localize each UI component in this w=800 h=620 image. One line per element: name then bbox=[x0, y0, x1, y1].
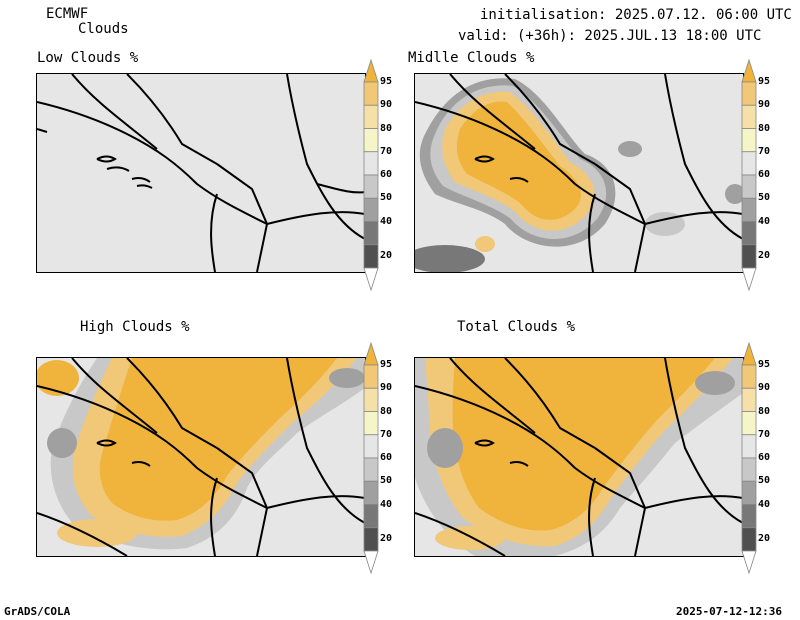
colorbar-segment bbox=[741, 527, 757, 552]
colorbar-level-label: 60 bbox=[380, 169, 393, 180]
colorbar-segment bbox=[363, 457, 379, 482]
colorbar-segment bbox=[363, 58, 379, 83]
footer-right: 2025-07-12-12:36 bbox=[676, 605, 782, 618]
colorbar-level-label: 20 bbox=[758, 250, 771, 262]
colorbar-segment bbox=[741, 58, 757, 83]
colorbar-segment bbox=[741, 221, 757, 246]
valid-time: valid: (+36h): 2025.JUL.13 18:00 UTC bbox=[458, 28, 762, 44]
colorbar-segment bbox=[363, 197, 379, 222]
colorbar-level-label: 80 bbox=[758, 122, 771, 134]
colorbar-level-label: 60 bbox=[380, 452, 393, 463]
colorbar-level-label: 90 bbox=[758, 99, 771, 111]
map-middle-clouds bbox=[414, 73, 744, 273]
colorbar-middle: 95 90 80 70 60 50 40 20 bbox=[741, 58, 770, 292]
colorbar-segment bbox=[363, 221, 379, 246]
colorbar-level-label: 40 bbox=[380, 498, 393, 510]
colorbar-segment bbox=[363, 434, 379, 459]
high-clouds-map-graphic bbox=[37, 358, 365, 556]
colorbar-segment bbox=[741, 457, 757, 482]
colorbar-graphic bbox=[741, 341, 757, 575]
colorbar-graphic bbox=[741, 58, 757, 292]
panel-title-total: Total Clouds % bbox=[457, 319, 576, 335]
product-label: Clouds bbox=[78, 21, 129, 37]
colorbar-segment bbox=[741, 504, 757, 529]
colorbar-segment bbox=[741, 81, 757, 106]
colorbar-level-label: 20 bbox=[380, 250, 393, 262]
colorbar-segment bbox=[741, 104, 757, 129]
middle-clouds-map-graphic bbox=[415, 74, 743, 272]
colorbar-segment bbox=[363, 267, 379, 292]
footer-left: GrADS/COLA bbox=[4, 605, 71, 618]
colorbar-segment bbox=[741, 387, 757, 412]
colorbar-level-label: 80 bbox=[758, 405, 771, 417]
colorbar-level-label: 70 bbox=[758, 145, 771, 157]
colorbar-graphic bbox=[363, 341, 379, 575]
colorbar-segment bbox=[363, 387, 379, 412]
colorbar-level-label: 70 bbox=[758, 428, 771, 440]
colorbar-level-label: 60 bbox=[758, 452, 771, 463]
colorbar-level-label: 70 bbox=[380, 428, 393, 440]
colorbar-level-label: 50 bbox=[758, 192, 771, 204]
colorbar-high: 95 90 80 70 60 50 40 20 bbox=[363, 341, 392, 575]
colorbar-level-label: 40 bbox=[380, 215, 393, 227]
colorbar-segment bbox=[741, 480, 757, 505]
colorbar-segment bbox=[741, 411, 757, 436]
colorbar-level-label: 95 bbox=[380, 359, 393, 370]
colorbar-segment bbox=[363, 244, 379, 269]
colorbar-segment bbox=[363, 128, 379, 153]
colorbar-level-label: 60 bbox=[758, 169, 771, 180]
colorbar-segment bbox=[741, 364, 757, 389]
colorbar-segment bbox=[741, 267, 757, 292]
colorbar-segment bbox=[363, 527, 379, 552]
colorbar-total: 95 90 80 70 60 50 40 20 bbox=[741, 341, 770, 575]
colorbar-level-label: 95 bbox=[758, 359, 771, 370]
colorbar-graphic bbox=[363, 58, 379, 292]
colorbar-segment bbox=[363, 174, 379, 199]
colorbar-segment bbox=[741, 197, 757, 222]
colorbar-level-label: 90 bbox=[380, 99, 393, 111]
colorbar-segment bbox=[363, 411, 379, 436]
colorbar-segment bbox=[363, 81, 379, 106]
colorbar-segment bbox=[363, 151, 379, 176]
panel-title-middle: Midlle Clouds % bbox=[408, 50, 535, 66]
colorbar-segment bbox=[363, 504, 379, 529]
colorbar-level-label: 70 bbox=[380, 145, 393, 157]
colorbar-level-label: 95 bbox=[758, 76, 771, 87]
init-time: initialisation: 2025.07.12. 06:00 UTC bbox=[480, 7, 792, 23]
colorbar-segment bbox=[363, 104, 379, 129]
colorbar-level-label: 90 bbox=[758, 382, 771, 394]
low-clouds-map-graphic bbox=[37, 74, 365, 272]
panel-title-low: Low Clouds % bbox=[37, 50, 139, 66]
total-clouds-map-graphic bbox=[415, 358, 743, 556]
colorbar-level-label: 40 bbox=[758, 215, 771, 227]
panel-title-high: High Clouds % bbox=[80, 319, 190, 335]
colorbar-level-label: 20 bbox=[758, 533, 771, 545]
colorbar-level-label: 80 bbox=[380, 405, 393, 417]
colorbar-segment bbox=[741, 128, 757, 153]
colorbar-level-label: 90 bbox=[380, 382, 393, 394]
colorbar-level-label: 95 bbox=[380, 76, 393, 87]
colorbar-segment bbox=[363, 550, 379, 575]
model-label: ECMWF bbox=[46, 6, 89, 22]
colorbar-level-label: 50 bbox=[380, 475, 393, 487]
colorbar-segment bbox=[363, 480, 379, 505]
colorbar-level-label: 50 bbox=[758, 475, 771, 487]
colorbar-segment bbox=[741, 434, 757, 459]
colorbar-segment bbox=[741, 174, 757, 199]
map-low-clouds bbox=[36, 73, 366, 273]
colorbar-level-label: 40 bbox=[758, 498, 771, 510]
colorbar-segment bbox=[741, 244, 757, 269]
colorbar-level-label: 50 bbox=[380, 192, 393, 204]
colorbar-level-label: 20 bbox=[380, 533, 393, 545]
map-total-clouds bbox=[414, 357, 744, 557]
colorbar-segment bbox=[741, 341, 757, 366]
colorbar-segment bbox=[741, 151, 757, 176]
colorbar-segment bbox=[741, 550, 757, 575]
map-high-clouds bbox=[36, 357, 366, 557]
colorbar-level-label: 80 bbox=[380, 122, 393, 134]
colorbar-low: 95 90 80 70 60 50 40 20 bbox=[363, 58, 392, 292]
colorbar-segment bbox=[363, 364, 379, 389]
colorbar-segment bbox=[363, 341, 379, 366]
